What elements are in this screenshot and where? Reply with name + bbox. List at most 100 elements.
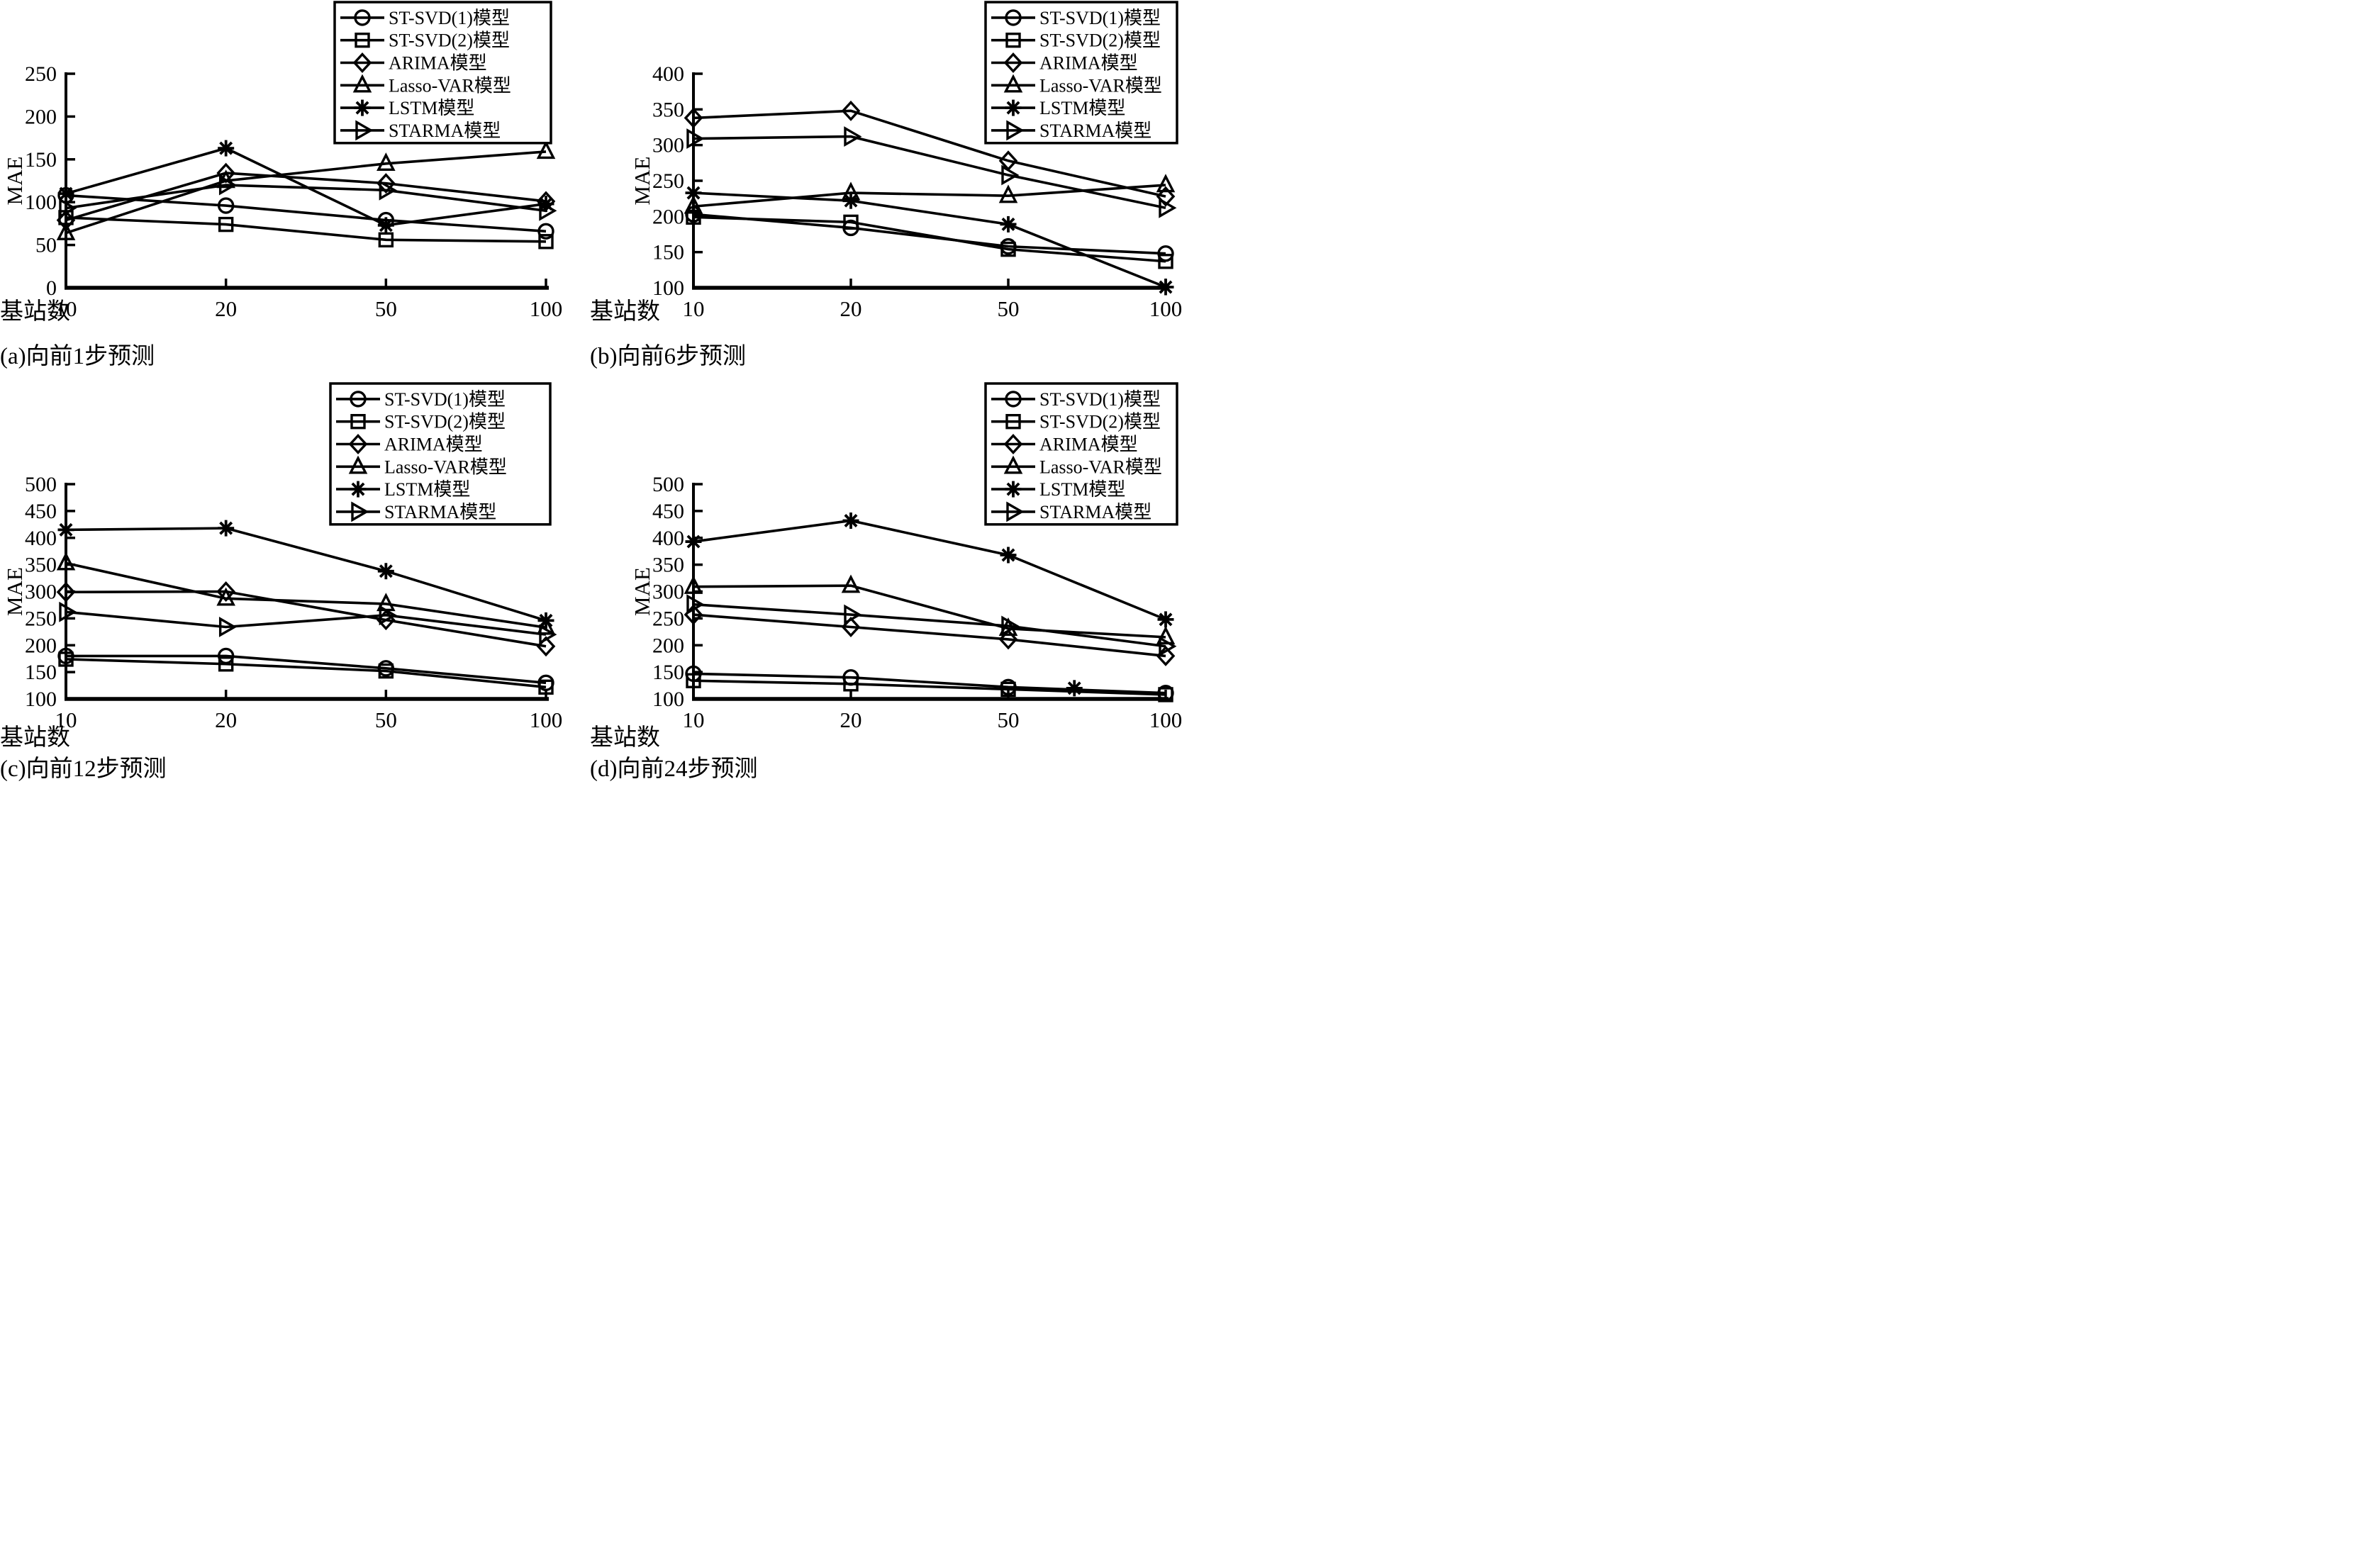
y-tick-label: 150 xyxy=(652,241,684,264)
square-marker xyxy=(843,214,859,230)
asterisk-marker xyxy=(1000,547,1017,564)
x-tick-label: 10 xyxy=(55,707,77,732)
chart-d: 100 150 200 250 300 350 400 450 500 10 20 50 100 MAE S… xyxy=(630,382,1182,732)
triangle-up-marker xyxy=(1003,455,1023,474)
triangle-right-marker xyxy=(351,501,369,522)
asterisk-marker xyxy=(218,140,235,157)
asterisk-marker xyxy=(842,192,859,209)
diamond-marker xyxy=(1003,52,1023,74)
triangle-right-marker xyxy=(1001,164,1020,186)
square-marker xyxy=(538,234,554,250)
y-tick-label: 100 xyxy=(652,688,684,711)
series-line-circle xyxy=(693,672,1166,695)
asterisk-spoke xyxy=(686,186,701,200)
x-axis-title: 基站数 xyxy=(0,299,70,325)
square-marker xyxy=(218,656,234,672)
legend-label: LSTM模型 xyxy=(389,98,474,118)
series-line-square xyxy=(693,679,1166,696)
series-line-triangle-up xyxy=(693,584,1166,639)
square-marker xyxy=(355,33,370,48)
diamond-marker xyxy=(216,581,235,603)
x-tick-label: 50 xyxy=(375,707,397,732)
legend-label: LSTM模型 xyxy=(1039,479,1125,500)
asterisk-marker xyxy=(350,481,367,498)
asterisk-marker xyxy=(354,99,371,116)
series-line-square xyxy=(65,216,547,243)
series-line-square xyxy=(65,658,547,689)
square-marker xyxy=(686,209,701,225)
series-line-triangle-up xyxy=(65,150,547,235)
legend-label: ST-SVD(2)模型 xyxy=(1039,30,1161,51)
asterisk-spoke xyxy=(686,534,701,549)
y-tick-label: 150 xyxy=(25,148,57,172)
panel-b: 100 150 200 250 300 350 400 10 20 50 100 MAE ST-SVD(… xyxy=(590,0,1182,392)
series-line-circle xyxy=(66,654,547,685)
legend-label: LSTM模型 xyxy=(384,479,470,500)
series-line-circle xyxy=(65,194,547,233)
panel-caption: (c)向前12步预测 xyxy=(0,756,167,782)
panel-caption: (a)向前1步预测 xyxy=(0,344,155,369)
asterisk-marker xyxy=(377,217,394,234)
asterisk-spoke xyxy=(1067,681,1081,695)
asterisk-spoke xyxy=(1006,482,1020,496)
y-tick-label: 400 xyxy=(652,527,684,550)
triangle-up-marker xyxy=(352,74,372,93)
legend-label: ST-SVD(1)模型 xyxy=(389,8,510,28)
triangle-up-marker xyxy=(56,221,76,240)
asterisk-marker xyxy=(57,185,74,202)
triangle-up-marker xyxy=(684,575,703,594)
triangle-up-marker xyxy=(1156,174,1176,193)
y-tick-label: 200 xyxy=(652,634,684,657)
y-axis-label: MAE xyxy=(2,157,27,206)
y-tick-label: 100 xyxy=(25,191,57,214)
circle-marker xyxy=(350,391,367,408)
triangle-right-marker xyxy=(218,174,238,196)
circle-marker xyxy=(354,9,371,26)
x-tick-label: 10 xyxy=(683,707,705,732)
legend-label: ARIMA模型 xyxy=(1039,53,1138,74)
asterisk-spoke xyxy=(844,194,858,208)
square-marker xyxy=(1158,254,1173,269)
chart-c: 100 150 200 250 300 350 400 450 500 10 20 50 100 MAE S… xyxy=(2,382,562,732)
asterisk-marker xyxy=(1005,99,1022,116)
legend-label: STARMA模型 xyxy=(1039,502,1151,522)
asterisk-spoke xyxy=(539,197,553,211)
panel-c: 100 150 200 250 300 350 400 450 500 10 20 50 100 MAE S… xyxy=(0,382,590,784)
x-tick-label: 20 xyxy=(840,296,862,321)
legend-label: ST-SVD(1)模型 xyxy=(1039,389,1161,410)
series-line-triangle-up xyxy=(65,561,547,629)
asterisk-spoke xyxy=(59,186,73,201)
y-tick-label: 500 xyxy=(652,473,684,496)
triangle-right-marker xyxy=(1159,197,1177,218)
y-tick-label: 300 xyxy=(652,581,684,604)
triangle-up-marker xyxy=(56,551,76,571)
legend-label: ST-SVD(1)模型 xyxy=(1039,8,1161,28)
y-tick-label: 500 xyxy=(25,473,57,496)
square-marker xyxy=(58,651,74,667)
legend-label: STARMA模型 xyxy=(1039,121,1151,141)
series-line-diamond xyxy=(693,613,1166,658)
triangle-up-marker xyxy=(841,574,861,593)
series-line-asterisk xyxy=(65,527,547,622)
triangle-up-marker xyxy=(1156,626,1176,645)
asterisk-marker xyxy=(1000,215,1017,233)
legend-label: Lasso-VAR模型 xyxy=(1039,75,1162,96)
series-line-diamond xyxy=(693,109,1166,198)
series-line-triangle-right xyxy=(693,603,1166,648)
triangle-right-marker xyxy=(1006,501,1025,522)
square-marker xyxy=(1005,33,1021,48)
legend-box xyxy=(333,1,552,145)
square-marker xyxy=(843,676,859,692)
triangle-right-marker xyxy=(539,624,557,645)
triangle-right-marker xyxy=(1159,636,1177,657)
legend-label: ST-SVD(2)模型 xyxy=(389,30,510,51)
legend-label: ARIMA模型 xyxy=(384,435,483,455)
asterisk-spoke xyxy=(219,141,233,155)
asterisk-marker xyxy=(1157,611,1174,628)
circle-marker xyxy=(217,647,235,665)
x-tick-label: 10 xyxy=(683,296,705,321)
triangle-right-marker xyxy=(686,594,705,615)
square-marker xyxy=(538,679,554,695)
triangle-up-marker xyxy=(1003,74,1023,93)
